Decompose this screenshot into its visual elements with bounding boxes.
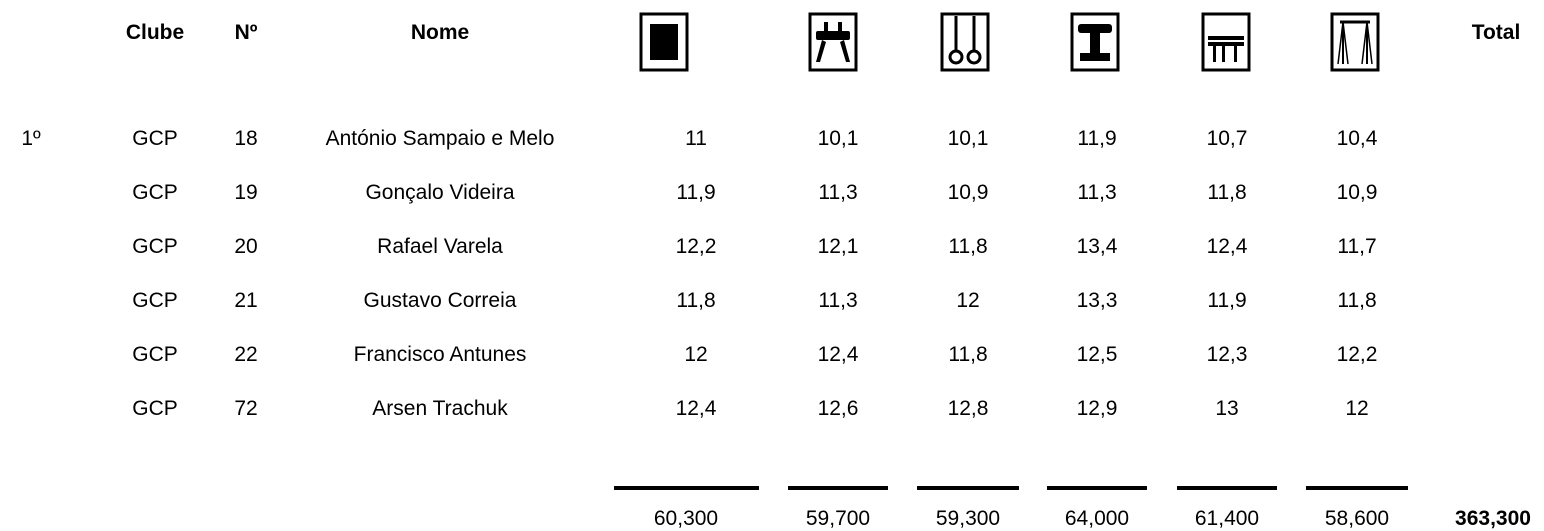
pommel-horse-icon xyxy=(808,12,858,72)
score-vault: 12,5 xyxy=(1076,343,1118,366)
row-name: Rafael Varela xyxy=(377,235,503,258)
row-club: GCP xyxy=(132,127,178,150)
rings-icon xyxy=(940,12,990,72)
total-pommel-horse: 59,700 xyxy=(805,507,871,530)
row-name: Arsen Trachuk xyxy=(372,397,508,420)
total-vault: 64,000 xyxy=(1064,507,1130,530)
row-name: Gustavo Correia xyxy=(363,289,517,312)
row-number: 19 xyxy=(234,181,258,204)
score-parallel-bars: 11,8 xyxy=(1207,181,1247,204)
score-vault: 11,9 xyxy=(1077,127,1117,150)
total-parallel-bars: 61,400 xyxy=(1194,507,1260,530)
score-parallel-bars: 13 xyxy=(1215,397,1239,420)
row-name: Gonçalo Videira xyxy=(365,181,515,204)
total-rule xyxy=(1177,486,1277,490)
high-bar-icon xyxy=(1330,12,1380,72)
row-club: GCP xyxy=(132,289,178,312)
score-rings: 12 xyxy=(956,289,980,312)
score-floor: 11,8 xyxy=(676,289,716,312)
header-club: Clube xyxy=(125,21,185,44)
row-club: GCP xyxy=(132,343,178,366)
floor-icon xyxy=(639,12,689,72)
score-parallel-bars: 11,9 xyxy=(1207,289,1247,312)
score-vault: 12,9 xyxy=(1076,397,1118,420)
total-rule xyxy=(1047,486,1147,490)
score-pommel-horse: 12,4 xyxy=(817,343,859,366)
score-pommel-horse: 10,1 xyxy=(817,127,859,150)
total-rings: 59,300 xyxy=(935,507,1001,530)
score-high-bar: 12,2 xyxy=(1336,343,1378,366)
score-high-bar: 10,9 xyxy=(1336,181,1378,204)
total-rule xyxy=(917,486,1019,490)
row-number: 72 xyxy=(234,397,258,420)
score-vault: 13,3 xyxy=(1076,289,1118,312)
header-total: Total xyxy=(1471,21,1521,44)
score-pommel-horse: 12,6 xyxy=(817,397,859,420)
row-number: 20 xyxy=(234,235,258,258)
total-rule xyxy=(614,486,759,490)
total-high-bar: 58,600 xyxy=(1324,507,1390,530)
row-club: GCP xyxy=(132,181,178,204)
score-rings: 11,8 xyxy=(948,343,988,366)
score-high-bar: 11,7 xyxy=(1337,235,1377,258)
score-floor: 12,4 xyxy=(675,397,717,420)
score-high-bar: 11,8 xyxy=(1337,289,1377,312)
row-club: GCP xyxy=(132,235,178,258)
row-name: Francisco Antunes xyxy=(353,343,527,366)
vault-icon xyxy=(1070,12,1120,72)
score-rings: 11,8 xyxy=(948,235,988,258)
score-floor: 11,9 xyxy=(676,181,716,204)
score-rings: 10,9 xyxy=(947,181,989,204)
team-rank: 1º xyxy=(21,127,41,150)
score-parallel-bars: 12,4 xyxy=(1206,235,1248,258)
parallel-bars-icon xyxy=(1201,12,1251,72)
row-club: GCP xyxy=(132,397,178,420)
score-parallel-bars: 10,7 xyxy=(1206,127,1248,150)
score-pommel-horse: 11,3 xyxy=(818,181,858,204)
score-high-bar: 10,4 xyxy=(1336,127,1378,150)
score-vault: 13,4 xyxy=(1076,235,1118,258)
score-floor: 12,2 xyxy=(675,235,717,258)
score-pommel-horse: 12,1 xyxy=(817,235,859,258)
total-rule xyxy=(1306,486,1408,490)
score-pommel-horse: 11,3 xyxy=(818,289,858,312)
score-rings: 10,1 xyxy=(947,127,989,150)
score-high-bar: 12 xyxy=(1345,397,1369,420)
row-number: 18 xyxy=(234,127,258,150)
header-number: Nº xyxy=(234,21,258,44)
row-number: 21 xyxy=(234,289,258,312)
score-rings: 12,8 xyxy=(947,397,989,420)
total-floor: 60,300 xyxy=(653,507,719,530)
score-vault: 11,3 xyxy=(1077,181,1117,204)
score-floor: 12 xyxy=(684,343,708,366)
row-number: 22 xyxy=(234,343,258,366)
total-rule xyxy=(788,486,888,490)
score-parallel-bars: 12,3 xyxy=(1206,343,1248,366)
score-floor: 11 xyxy=(685,127,707,150)
row-name: António Sampaio e Melo xyxy=(325,127,555,150)
header-name: Nome xyxy=(410,21,470,44)
grand-total: 363,300 xyxy=(1455,507,1531,530)
